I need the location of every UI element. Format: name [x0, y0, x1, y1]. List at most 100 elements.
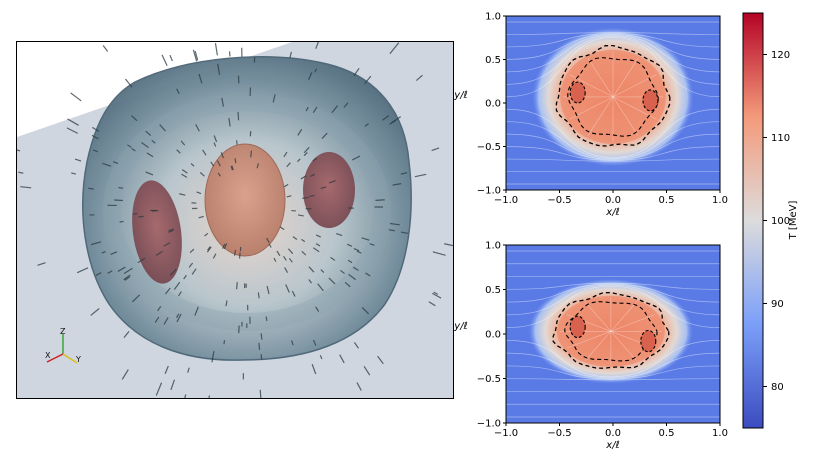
momentum-arrow [213, 142, 217, 147]
momentum-arrow [131, 115, 138, 122]
momentum-arrow [288, 257, 293, 263]
y-tick-label: −1.0 [477, 419, 501, 430]
streamline [566, 314, 611, 332]
momentum-arrow [137, 257, 146, 264]
momentum-arrow [76, 267, 89, 274]
momentum-arrow [361, 237, 370, 241]
colorbar-tick-label: 120 [771, 50, 790, 61]
momentum-arrow [155, 382, 163, 396]
momentum-arrow [297, 128, 303, 136]
momentum-arrow [308, 266, 315, 273]
momentum-arrow [309, 194, 315, 198]
momentum-arrow [300, 175, 307, 180]
streamline [506, 35, 720, 73]
momentum-arrow [216, 160, 221, 167]
momentum-arrow [287, 248, 294, 255]
momentum-arrow [314, 68, 318, 73]
momentum-arrow [283, 183, 289, 188]
streamline [612, 58, 639, 98]
hot-spot-contour [642, 89, 659, 112]
momentum-arrow [192, 49, 198, 62]
y-tick-label: 0.5 [485, 285, 501, 296]
momentum-arrow [220, 152, 224, 159]
streamline [585, 301, 612, 332]
momentum-arrow [90, 241, 102, 246]
momentum-arrow [213, 135, 218, 143]
momentum-arrow [400, 172, 408, 175]
x-tick-label: −0.5 [547, 428, 571, 439]
y-tick-label: −0.5 [477, 142, 501, 153]
momentum-arrow [231, 165, 234, 171]
streamline [506, 34, 720, 60]
momentum-arrow [415, 74, 423, 81]
momentum-arrow [444, 243, 453, 247]
momentum-arrow [168, 228, 175, 232]
momentum-arrow [311, 363, 317, 375]
momentum-arrow [146, 152, 154, 158]
momentum-arrow [124, 78, 133, 88]
momentum-arrow [176, 313, 180, 319]
streamline [506, 284, 720, 316]
momentum-arrow [283, 151, 288, 158]
momentum-arrow [363, 366, 371, 376]
momentum-arrow [118, 186, 124, 189]
momentum-arrow [305, 106, 309, 112]
momentum-arrow [198, 215, 204, 219]
momentum-arrow [302, 196, 309, 200]
momentum-arrow [170, 379, 176, 391]
hot-spot-contour [569, 315, 586, 339]
momentum-arrow [330, 256, 336, 261]
momentum-arrow [268, 243, 272, 248]
y-axis-label: y/ℓ [453, 321, 467, 332]
momentum-arrow [204, 232, 209, 237]
momentum-arrow [414, 173, 427, 178]
momentum-arrow [312, 106, 318, 113]
momentum-arrow [141, 141, 149, 149]
momentum-arrow [389, 42, 400, 55]
momentum-arrow [321, 132, 328, 139]
streamline [506, 146, 720, 161]
momentum-arrow [123, 267, 133, 275]
momentum-arrow [351, 155, 361, 161]
momentum-arrow [315, 306, 320, 312]
momentum-arrow [71, 172, 77, 175]
x-tick-label: 1.0 [712, 428, 728, 439]
momentum-arrow [284, 267, 289, 273]
momentum-arrow [217, 172, 221, 177]
momentum-arrow [110, 251, 118, 256]
streamline [506, 282, 720, 290]
momentum-arrow [119, 220, 124, 223]
momentum-arrow [93, 149, 99, 153]
momentum-arrow [164, 287, 171, 295]
momentum-arrow [102, 45, 109, 52]
momentum-arrow [176, 88, 180, 95]
y-tick-label: 0.0 [485, 330, 501, 341]
momentum-arrow [214, 43, 218, 56]
momentum-arrow [121, 369, 129, 380]
momentum-arrow [347, 259, 353, 264]
momentum-arrow [90, 308, 100, 316]
momentum-arrow [127, 144, 132, 148]
momentum-arrow [190, 163, 195, 167]
axis-y-label: Y [75, 355, 81, 364]
momentum-arrow [154, 316, 160, 323]
y-tick-label: −1.0 [477, 186, 501, 197]
momentum-arrow [272, 94, 276, 103]
inner-shell-band [103, 93, 391, 331]
streamline [610, 301, 637, 332]
momentum-arrow [169, 54, 173, 62]
hot-region [560, 49, 666, 145]
momentum-arrow [67, 118, 79, 126]
momentum-arrow [234, 158, 237, 164]
momentum-arrow [18, 171, 24, 174]
x-tick-label: 0.5 [659, 428, 675, 439]
momentum-arrow [176, 313, 182, 323]
momentum-arrow [223, 243, 228, 250]
momentum-arrow [101, 251, 106, 254]
streamline [506, 36, 720, 85]
momentum-arrow [191, 268, 197, 275]
momentum-arrow [194, 306, 199, 316]
momentum-arrow [375, 199, 385, 201]
momentum-arrow [95, 272, 102, 276]
